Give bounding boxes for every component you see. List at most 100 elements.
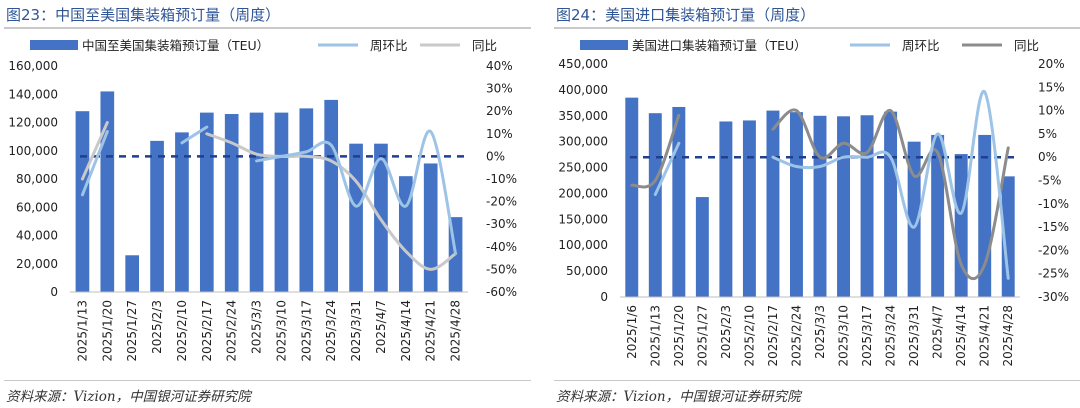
source-note: 资料来源：Vizion，中国银河证券研究院 [6,389,251,405]
bar [324,99,339,293]
x-tick-label: 2025/4/28 [449,300,463,362]
bar [224,114,239,293]
x-tick-label: 2025/1/27 [695,305,709,367]
x-tick-label: 2025/2/10 [742,305,756,367]
x-tick-label: 2025/2/3 [150,300,164,354]
bar [719,121,733,298]
legend-bar-swatch [30,40,78,50]
y-left-tick-label: 200,000 [558,186,608,200]
chart-title: 图24：美国进口集装箱预订量（周度） [556,6,816,24]
wow-series-line [653,141,681,196]
y-right-tick-label: -15% [1038,220,1069,234]
y-left-tick-label: 150,000 [558,212,608,226]
x-tick-label: 2025/3/17 [299,300,313,362]
legend-yoy-label: 同比 [1014,38,1039,53]
y-left-tick-label: 100,000 [8,144,58,158]
x-tick-label: 2025/2/3 [719,305,733,359]
bar [423,163,438,292]
y-left-tick-label: 140,000 [8,87,58,101]
x-tick-label: 2025/4/14 [399,300,413,362]
bar [249,112,264,292]
y-right-tick-label: 0% [1038,150,1057,164]
wow-series-line [255,130,458,256]
x-tick-label: 2025/3/10 [837,305,851,367]
x-tick-label: 2025/2/24 [789,305,803,367]
y-right-tick-label: -30% [486,217,517,231]
y-right-tick-label: 10% [1038,104,1065,118]
legend-bar-swatch [580,40,628,50]
bar [907,141,921,297]
legend-bar-label: 中国至美国集装箱预订量（TEU） [82,38,269,53]
wow-series-line [180,125,209,145]
y-left-tick-label: 450,000 [558,57,608,71]
legend-bar-label: 美国进口集装箱预订量（TEU） [632,38,807,53]
yoy-series-line [80,121,109,181]
yoy-series-line [771,108,1010,281]
y-left-tick-label: 40,000 [16,229,58,243]
source-divider [4,380,531,381]
x-tick-label: 2025/3/3 [250,300,264,354]
x-tick-label: 2025/1/13 [75,300,89,362]
x-tick-label: 2025/3/31 [349,300,363,362]
y-right-tick-label: 10% [486,127,513,141]
y-right-tick-label: -40% [486,240,517,254]
x-tick-label: 2025/1/20 [672,305,686,367]
y-left-tick-label: 160,000 [8,59,58,73]
y-left-tick-label: 250,000 [558,161,608,175]
title-divider [4,27,531,29]
bar [349,143,363,292]
x-tick-label: 2025/2/17 [766,305,780,367]
x-tick-label: 2025/4/7 [374,300,388,354]
chart-china-us-bookings: 中国至美国集装箱预订量（TEU） 周环比 同比 0 20,000 40,000 60,… [8,38,517,362]
bar [75,111,90,292]
x-tick-label: 2025/3/3 [813,305,827,359]
x-tick-label: 2025/4/21 [424,300,438,362]
y-right-tick-label: 15% [1038,80,1065,94]
chart-title: 图23：中国至美国集装箱预订量（周度） [6,6,281,24]
y-right-tick-label: -25% [1038,267,1069,281]
y-right-tick-label: 20% [1038,57,1065,71]
x-tick-label: 2025/1/6 [625,305,639,359]
y-left-tick-label: 50,000 [566,264,608,278]
bar [175,132,189,292]
bar [1001,176,1015,297]
y-left-tick-label: 100,000 [558,238,608,252]
source-divider [554,380,1080,381]
y-right-tick-label: -60% [486,285,517,299]
bar [150,140,164,292]
y-left-tick-label: 80,000 [16,172,58,186]
bar [742,120,756,297]
y-right-tick-label: -20% [486,195,517,209]
y-right-tick-label: -5% [1038,174,1061,188]
y-right-tick-label: -10% [1038,197,1069,211]
legend-wow-label: 周环比 [370,38,408,53]
x-tick-label: 2025/2/24 [225,300,239,362]
bar [766,110,780,297]
title-divider [554,27,1080,29]
legend-yoy-label: 同比 [472,38,497,53]
y-right-tick-label: -30% [1038,290,1069,304]
x-tick-label: 2025/2/10 [175,300,189,362]
bar [199,112,214,292]
bar [274,112,289,292]
bar [299,108,314,292]
x-tick-label: 2025/4/28 [1001,305,1015,367]
y-right-tick-label: -50% [486,262,517,276]
x-tick-label: 2025/4/21 [978,305,992,367]
x-tick-label: 2025/3/17 [860,305,874,367]
y-right-tick-label: 5% [1038,127,1057,141]
bar [931,134,945,297]
y-right-tick-label: 40% [486,59,513,73]
x-tick-label: 2025/1/13 [648,305,662,367]
y-left-tick-label: 60,000 [16,200,58,214]
wow-series-line [771,90,1010,280]
chart-panel-us-imports: 图24：美国进口集装箱预订量（周度） 美国进口集装箱预订量（TEU） 周环比 同… [550,0,1080,408]
bar [125,255,140,292]
legend-wow-label: 周环比 [902,38,940,53]
y-left-tick-label: 300,000 [558,135,608,149]
bar [790,112,803,297]
y-left-tick-label: 350,000 [558,109,608,123]
x-tick-label: 2025/3/31 [907,305,921,367]
y-right-tick-label: -10% [486,172,517,186]
x-tick-label: 2025/1/27 [125,300,139,362]
